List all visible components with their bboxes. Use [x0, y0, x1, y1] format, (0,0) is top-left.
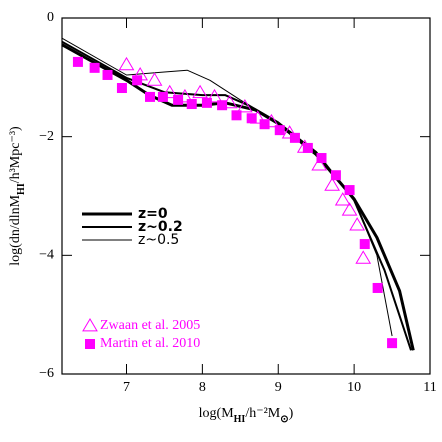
- square-marker: [246, 113, 257, 124]
- y-tick-label: −6: [39, 366, 54, 381]
- triangle-marker: [118, 56, 135, 71]
- triangle-marker: [206, 88, 223, 103]
- y-axis-label: log(dn/dlnMHI/h³Mpc⁻³): [8, 126, 27, 266]
- x-axis-label-part: /h⁻²M: [245, 406, 280, 421]
- square-marker: [102, 69, 113, 80]
- triangle-marker: [281, 125, 298, 139]
- y-axis-label-part: HI: [16, 183, 27, 195]
- square-marker: [359, 239, 370, 250]
- triangle-marker: [311, 157, 328, 171]
- square-marker: [316, 153, 327, 164]
- x-axis-label: log(MHI/h⁻²M⊙): [199, 406, 294, 425]
- square-marker: [116, 83, 127, 94]
- x-tick-label: 11: [423, 380, 436, 395]
- square-marker: [132, 75, 143, 86]
- square-marker: [217, 100, 228, 111]
- x-tick-label: 10: [347, 380, 361, 395]
- square-marker: [289, 132, 300, 143]
- triangle-marker: [161, 84, 178, 99]
- triangle-marker: [334, 192, 351, 206]
- y-axis-label-part: /h³Mpc⁻³): [8, 126, 23, 183]
- series-line: [61, 40, 412, 351]
- series-line: [61, 37, 393, 337]
- x-tick-label: 7: [123, 380, 130, 395]
- square-marker: [372, 282, 383, 293]
- legend-label: Martin et al. 2010: [100, 336, 200, 351]
- x-axis-label-part: HI: [234, 414, 246, 425]
- square-marker: [89, 62, 100, 73]
- x-tick-label: 9: [275, 380, 282, 395]
- triangle-marker: [355, 250, 372, 264]
- legend-label: z=0: [138, 206, 168, 222]
- triangle-marker: [324, 177, 340, 191]
- series-line: [61, 43, 415, 351]
- plot-frame: [61, 17, 431, 375]
- square-marker: [259, 119, 270, 130]
- legend-label: Zwaan et al. 2005: [100, 318, 200, 333]
- legend-label: z~0.2: [138, 219, 183, 235]
- y-tick-label: 0: [47, 10, 54, 25]
- square-marker: [186, 99, 197, 110]
- y-axis-label-part: log(dn/dlnM: [8, 194, 23, 265]
- y-tick-label: −2: [39, 129, 54, 144]
- triangle-marker: [192, 84, 208, 99]
- triangle-marker: [349, 217, 366, 231]
- square-marker: [157, 91, 168, 102]
- x-axis-label-part: ⊙: [280, 414, 288, 425]
- square-marker: [302, 142, 313, 153]
- triangle-marker: [146, 72, 163, 86]
- square-marker: [330, 170, 341, 181]
- square-marker: [72, 56, 83, 67]
- legend-marker: [82, 318, 98, 332]
- triangle-marker: [341, 202, 358, 216]
- triangle-marker: [236, 99, 253, 113]
- square-marker: [344, 185, 355, 196]
- square-marker: [274, 125, 285, 136]
- x-tick-label: 8: [199, 380, 206, 395]
- legend-label: z~0.5: [138, 232, 179, 248]
- square-marker: [231, 110, 242, 121]
- square-marker: [173, 94, 184, 105]
- square-marker: [387, 338, 398, 349]
- x-axis-label-part: log(M: [199, 406, 235, 421]
- x-axis-label-part: ): [289, 406, 294, 421]
- square-marker: [145, 91, 156, 102]
- legend-marker: [85, 339, 95, 349]
- y-tick-label: −4: [39, 248, 54, 263]
- square-marker: [201, 97, 212, 108]
